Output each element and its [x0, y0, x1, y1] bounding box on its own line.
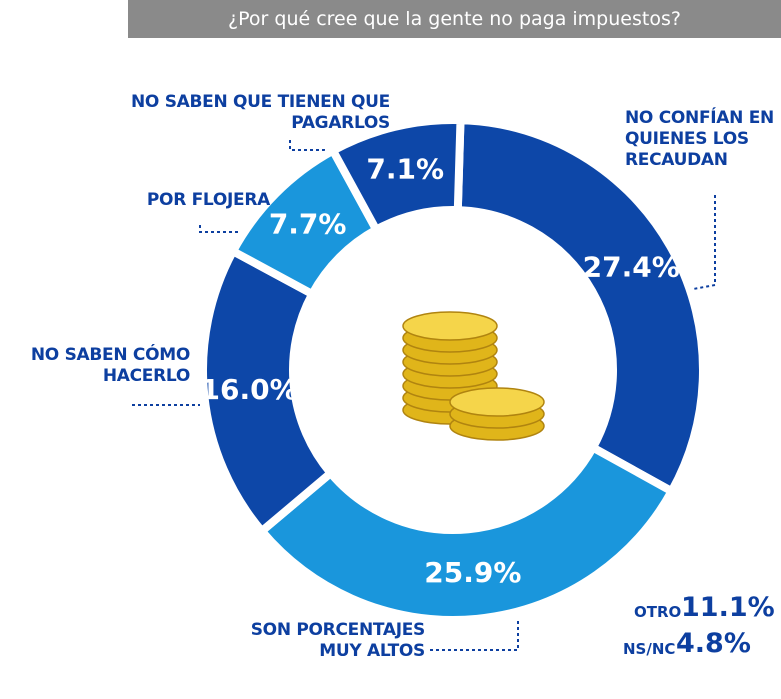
category-label: NO SABEN CÓMO HACERLO: [0, 345, 190, 387]
category-label: NO SABEN QUE TIENEN QUE PAGARLOS: [130, 92, 390, 134]
page: {"chart_data": {"type": "pie", "donut": …: [0, 0, 781, 699]
category-label: SON PORCENTAJES MUY ALTOS: [205, 620, 425, 662]
value-label: 27.4%: [583, 251, 680, 284]
other-label: NS/NC: [623, 640, 675, 658]
other-value: 4.8%: [676, 628, 751, 659]
leader: [688, 195, 715, 290]
category-label: NO CONFÍAN EN QUIENES LOS RECAUDAN: [625, 108, 781, 171]
other-label: OTRO: [634, 603, 681, 621]
value-label: 25.9%: [424, 556, 521, 589]
leader: [430, 620, 518, 650]
value-label: 7.7%: [269, 207, 347, 240]
category-label: POR FLOJERA: [80, 190, 270, 211]
coins: [403, 312, 544, 440]
other-value: 11.1%: [681, 592, 775, 623]
value-label: 16.0%: [201, 373, 298, 406]
value-label: 7.1%: [366, 153, 444, 186]
